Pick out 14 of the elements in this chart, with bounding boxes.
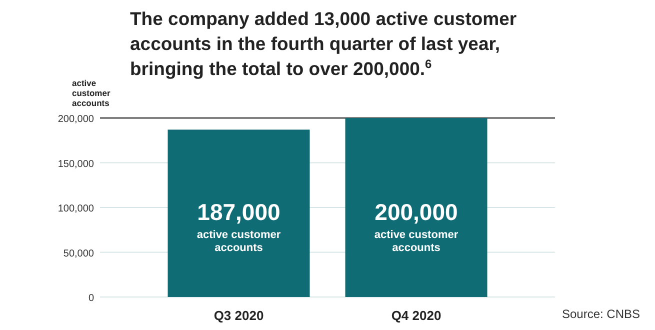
- annotation: active customer accounts: [374, 229, 459, 254]
- x-tick-label: Q3 2020: [214, 308, 264, 323]
- data-label: 187,000: [197, 199, 280, 225]
- y-axis-title: active customer accounts: [72, 78, 111, 108]
- annotation: active customer accounts: [196, 229, 282, 254]
- source-note: Source: CNBS: [562, 307, 640, 321]
- y-tick-label: 150,000: [58, 158, 94, 170]
- y-tick-label: 50,000: [63, 248, 94, 260]
- y-tick-label: 0: [88, 293, 94, 304]
- x-tick-label: Q4 2020: [391, 308, 442, 323]
- y-tick-label: 100,000: [58, 204, 94, 214]
- data-label: 200,000: [374, 199, 458, 225]
- chart-title: The company added 13,000 active customer accounts in the fourth quarter of last year, bringing the total to over 200,000.$^{6}$: [130, 8, 517, 79]
- y-tick-label: 200,000: [58, 114, 94, 125]
